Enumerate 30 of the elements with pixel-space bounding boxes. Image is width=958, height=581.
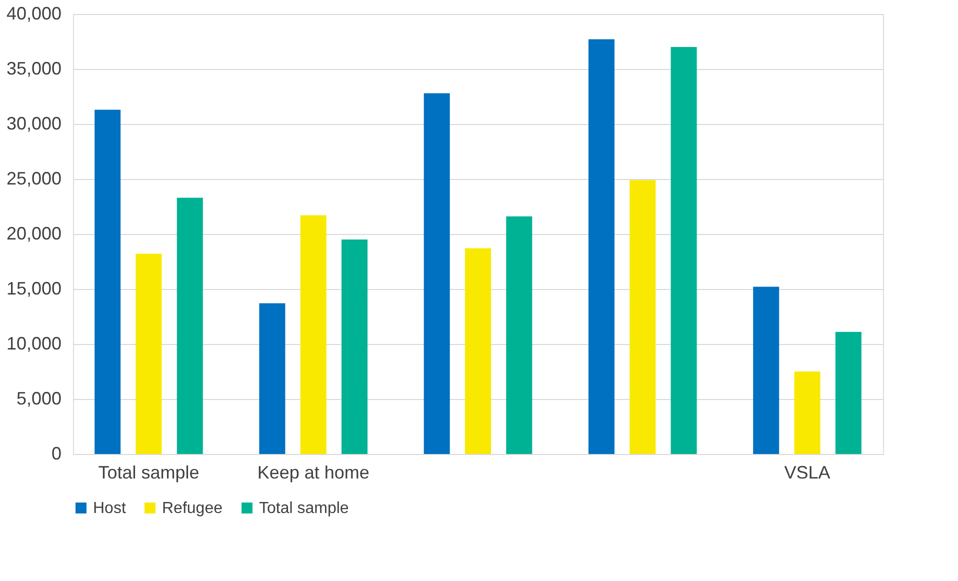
bar [94,110,121,454]
legend-label: Total sample [259,500,349,517]
y-tick-label: 30,000 [6,114,62,134]
bar [630,180,656,454]
legend-label: Refugee [162,500,223,517]
y-tick-label: 35,000 [6,58,62,78]
y-tick-label: 10,000 [6,334,62,354]
y-tick-label: 0 [51,444,62,464]
bar [424,93,450,454]
y-tick-label: 25,000 [6,168,62,188]
bar [753,286,780,454]
x-tick-label: VSLA [784,462,830,482]
bar [176,198,203,454]
bar [588,39,614,454]
bar [670,47,697,454]
bar [136,254,162,454]
bar [465,248,491,454]
y-tick-label: 20,000 [6,224,62,244]
x-tick-label: Keep at home [257,462,370,482]
y-tick-label: 5,000 [16,388,62,408]
legend-label: Host [93,500,126,517]
bar [835,332,862,454]
bar [506,216,532,454]
bar [259,303,286,454]
bar [342,240,368,454]
bar [794,372,820,454]
y-tick-label: 15,000 [6,278,62,298]
x-tick-label: Total sample [98,462,200,482]
y-tick-label: 40,000 [6,4,62,24]
bar [300,215,326,454]
